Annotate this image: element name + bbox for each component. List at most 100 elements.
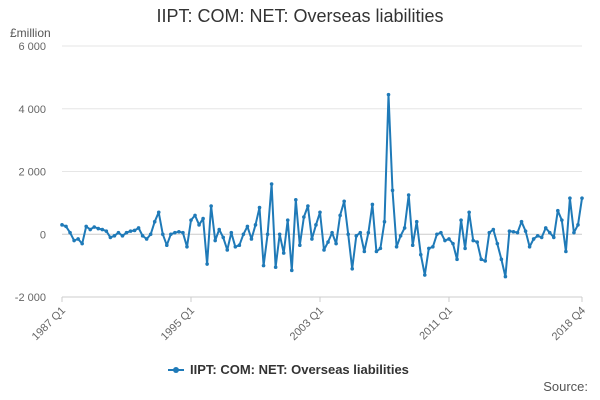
- data-point: [535, 234, 540, 238]
- data-point: [144, 237, 149, 241]
- y-axis-unit-label: £million: [10, 26, 51, 40]
- data-point: [455, 257, 459, 262]
- data-point: [515, 230, 520, 235]
- data-point: [76, 237, 80, 241]
- series-layer: [60, 92, 584, 279]
- data-point: [551, 235, 556, 240]
- data-point: [273, 265, 278, 269]
- data-point: [547, 230, 552, 235]
- data-point: [298, 243, 302, 248]
- data-point: [92, 225, 97, 229]
- data-point: [366, 230, 371, 235]
- data-point: [431, 245, 435, 249]
- data-point: [475, 240, 479, 244]
- data-point: [543, 226, 548, 230]
- data-point: [523, 229, 528, 233]
- data-point: [338, 213, 342, 218]
- data-point: [302, 215, 306, 219]
- data-point: [221, 235, 226, 240]
- data-point: [181, 230, 185, 235]
- data-point: [572, 230, 576, 235]
- data-point: [507, 229, 512, 233]
- data-point: [185, 245, 189, 249]
- data-point: [443, 238, 447, 243]
- legend[interactable]: IIPT: COM: NET: Overseas liabilities: [168, 362, 409, 377]
- data-point: [439, 230, 443, 235]
- data-point: [209, 204, 213, 208]
- data-point: [370, 202, 375, 207]
- data-point: [427, 246, 431, 251]
- data-point: [132, 228, 137, 233]
- x-axis-ticks: 1987 Q1 1995 Q1 2003 Q1 2011 Q1 2018 Q4: [30, 297, 588, 343]
- data-point: [346, 232, 351, 237]
- source-label[interactable]: Source:: [543, 379, 588, 394]
- data-point: [580, 196, 584, 200]
- data-point: [459, 218, 463, 222]
- series-line: [61, 93, 583, 278]
- data-point: [84, 224, 88, 229]
- data-point: [249, 237, 254, 241]
- data-point: [362, 249, 367, 254]
- data-point: [503, 274, 508, 279]
- data-point: [112, 234, 117, 238]
- data-point: [463, 246, 467, 251]
- data-point: [539, 235, 544, 240]
- data-point: [128, 229, 133, 233]
- data-point: [378, 246, 383, 251]
- data-point: [165, 243, 169, 248]
- data-point: [241, 232, 246, 237]
- data-point: [354, 234, 359, 238]
- data-point: [531, 237, 536, 241]
- data-point: [560, 218, 564, 222]
- data-point: [205, 262, 209, 266]
- y-tick-label: 2 000: [18, 167, 46, 179]
- data-point: [358, 230, 363, 235]
- data-point: [108, 235, 113, 240]
- data-point: [253, 223, 258, 227]
- data-point: [225, 248, 230, 252]
- data-point: [382, 219, 387, 224]
- data-point: [487, 230, 492, 235]
- data-point: [326, 240, 330, 244]
- data-point: [322, 248, 326, 252]
- data-point: [576, 223, 580, 227]
- data-point: [152, 219, 157, 224]
- data-point: [140, 234, 145, 238]
- data-point: [414, 219, 419, 224]
- data-point: [314, 223, 318, 227]
- data-point: [499, 257, 504, 262]
- x-tick-label: 1995 Q1: [159, 305, 197, 343]
- data-point: [156, 210, 161, 215]
- data-point: [269, 182, 274, 186]
- data-point: [88, 227, 93, 232]
- data-point: [237, 243, 242, 248]
- data-point: [410, 243, 415, 248]
- data-point: [160, 232, 165, 237]
- data-point: [229, 230, 234, 235]
- legend-swatch-marker: [173, 367, 179, 373]
- data-point: [124, 230, 129, 235]
- data-point: [422, 273, 427, 277]
- data-point: [451, 241, 455, 246]
- data-point: [217, 227, 222, 232]
- data-point: [467, 210, 471, 215]
- data-point: [495, 241, 500, 246]
- data-point: [233, 245, 238, 249]
- data-point: [136, 226, 141, 230]
- data-point: [265, 232, 270, 237]
- data-point: [350, 266, 355, 271]
- data-point: [68, 230, 72, 235]
- data-point: [306, 204, 310, 208]
- data-point: [471, 238, 475, 243]
- legend-label: IIPT: COM: NET: Overseas liabilities: [190, 362, 409, 377]
- data-point: [318, 210, 322, 215]
- y-tick-label: 6 000: [18, 41, 46, 53]
- data-point: [310, 237, 314, 241]
- x-tick-label: 1987 Q1: [30, 305, 68, 343]
- data-point: [173, 230, 177, 235]
- data-point: [527, 245, 532, 249]
- data-point: [197, 223, 201, 227]
- data-point: [277, 232, 282, 237]
- x-tick-label: 2003 Q1: [288, 305, 326, 343]
